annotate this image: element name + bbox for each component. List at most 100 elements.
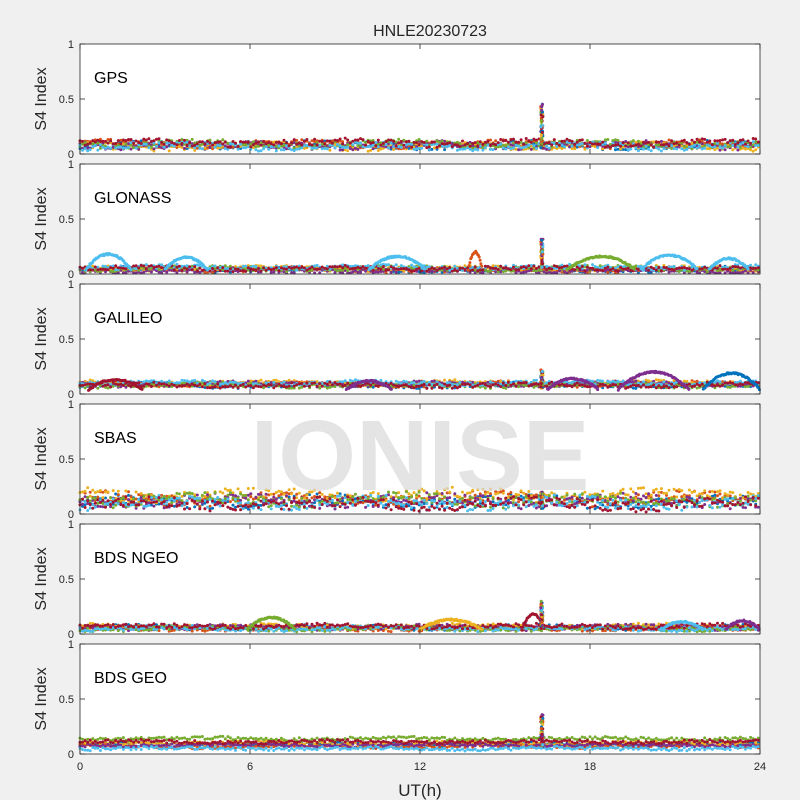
data-point [438,144,441,148]
data-point [532,264,536,268]
data-point [545,268,549,272]
data-point [494,270,498,274]
data-point [290,141,294,145]
data-point [481,148,485,152]
data-point [524,270,528,274]
data-point [254,145,258,149]
data-point [308,143,311,146]
data-point [290,271,294,274]
data-point [746,267,750,271]
data-point [96,148,100,152]
data-point [659,149,663,153]
data-point [195,263,199,267]
data-point [473,265,477,269]
data-point [374,141,378,144]
data-point [723,267,727,271]
data-point [177,264,181,268]
data-point [703,146,707,150]
data-point [379,263,383,267]
data-point [279,148,283,152]
data-point [371,143,375,147]
data-point [282,138,286,142]
data-point [274,266,278,270]
data-point [394,263,398,267]
data-point [134,139,138,143]
data-point [687,270,691,273]
data-point [654,268,658,272]
data-point [134,264,138,268]
data-point [244,140,248,144]
data-point [662,265,666,269]
data-point [540,108,544,112]
data-point [672,268,676,272]
y-tick-label: 0.5 [59,214,74,226]
data-point [328,148,332,152]
data-point [432,140,436,144]
data-point [239,140,243,144]
data-point [206,268,209,272]
data-point [718,264,722,268]
data-point [106,138,110,141]
data-point [259,269,263,273]
data-point [539,146,543,150]
data-point [410,142,413,146]
data-point [257,266,260,270]
data-point [203,142,207,146]
data-point [746,139,750,143]
data-point [420,269,424,273]
data-point [310,146,314,150]
data-point [152,139,156,143]
data-point [231,145,235,149]
data-point [568,262,572,266]
data-point [180,145,184,149]
data-point [647,268,651,272]
data-point [249,145,253,149]
data-point [552,271,556,274]
data-point [320,147,324,151]
data-point [527,139,531,143]
data-point [310,268,314,272]
data-point [483,146,487,150]
data-point [216,266,220,270]
data-point [616,269,620,273]
data-point [733,143,737,146]
data-point [438,267,441,271]
data-point [119,266,123,270]
data-point [259,149,263,153]
data-point [98,137,102,141]
data-point [295,147,299,151]
data-point [529,147,533,151]
data-point [407,139,411,143]
data-point [93,140,97,144]
data-point [713,148,717,152]
data-point [397,268,401,271]
data-point [88,268,92,272]
data-point [517,148,521,152]
data-point [693,140,696,144]
data-point [310,143,314,147]
data-point [614,140,617,144]
data-point [585,144,589,148]
data-point [351,267,355,270]
data-point [422,141,426,144]
data-point [606,265,610,269]
data-point [341,148,345,152]
data-point [412,265,416,269]
data-point [585,265,589,269]
data-point [188,141,192,145]
data-point [527,264,531,268]
data-point [348,141,352,145]
x-axis-label: UT(h) [398,781,441,800]
data-point [616,138,620,142]
data-point [356,270,360,274]
data-point [251,146,255,150]
data-point [626,148,630,152]
data-point [114,146,118,150]
data-point [193,143,197,147]
data-point [300,265,304,269]
data-point [272,143,276,147]
data-point [272,270,276,274]
data-point [323,147,327,150]
data-point [152,149,156,153]
